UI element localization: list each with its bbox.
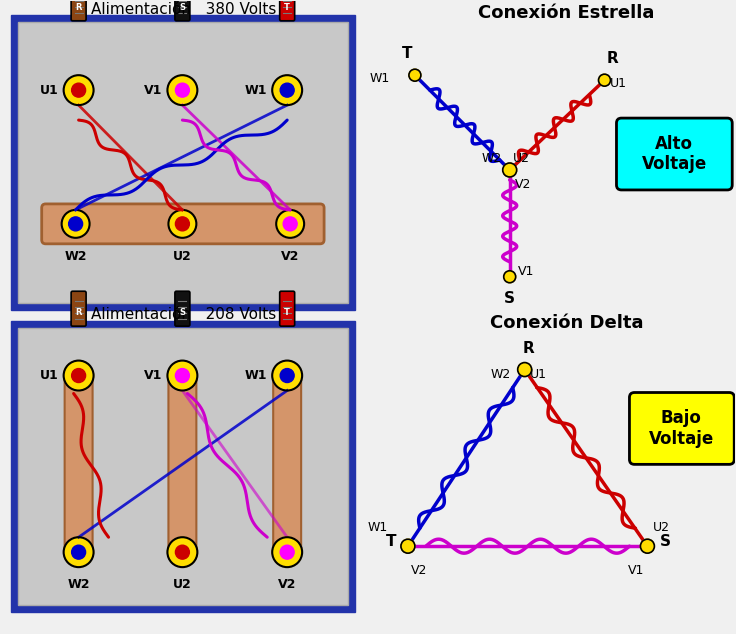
Text: T: T <box>402 46 412 61</box>
Circle shape <box>62 210 90 238</box>
Circle shape <box>272 75 302 105</box>
Text: Alimentación   380 Volts: Alimentación 380 Volts <box>91 2 276 17</box>
FancyBboxPatch shape <box>11 321 355 612</box>
Text: S: S <box>504 291 515 306</box>
Circle shape <box>280 368 294 382</box>
Circle shape <box>68 217 82 231</box>
Circle shape <box>175 217 189 231</box>
Circle shape <box>71 83 85 97</box>
Text: Bajo
Voltaje: Bajo Voltaje <box>648 409 714 448</box>
Text: U1: U1 <box>40 369 59 382</box>
Circle shape <box>409 69 421 81</box>
Text: V1: V1 <box>517 265 534 278</box>
Circle shape <box>517 363 531 377</box>
Circle shape <box>272 537 302 567</box>
FancyBboxPatch shape <box>11 15 355 309</box>
Circle shape <box>169 210 197 238</box>
FancyBboxPatch shape <box>169 375 197 557</box>
Circle shape <box>276 210 304 238</box>
Text: S: S <box>659 534 670 548</box>
Circle shape <box>71 368 85 382</box>
Circle shape <box>167 361 197 391</box>
Circle shape <box>272 361 302 391</box>
Circle shape <box>401 539 415 553</box>
Circle shape <box>503 271 516 283</box>
Text: V2: V2 <box>514 178 531 191</box>
FancyBboxPatch shape <box>175 291 190 326</box>
Circle shape <box>63 361 93 391</box>
Text: S: S <box>180 3 185 12</box>
Circle shape <box>175 545 189 559</box>
FancyBboxPatch shape <box>629 392 735 464</box>
Text: W1: W1 <box>244 369 267 382</box>
Circle shape <box>63 537 93 567</box>
FancyBboxPatch shape <box>18 328 348 605</box>
FancyBboxPatch shape <box>617 118 732 190</box>
Text: W2: W2 <box>64 250 87 263</box>
FancyBboxPatch shape <box>280 291 294 326</box>
Circle shape <box>640 539 654 553</box>
Circle shape <box>175 83 189 97</box>
Text: V2: V2 <box>278 578 297 591</box>
Text: U2: U2 <box>513 152 530 165</box>
Text: R: R <box>523 340 534 356</box>
Circle shape <box>167 537 197 567</box>
Text: U2: U2 <box>173 578 192 591</box>
Text: T: T <box>284 308 290 317</box>
Text: W1: W1 <box>244 84 267 96</box>
Text: V1: V1 <box>144 369 163 382</box>
FancyBboxPatch shape <box>273 375 301 557</box>
Text: Alto
Voltaje: Alto Voltaje <box>642 134 707 174</box>
Text: V1: V1 <box>628 564 645 577</box>
FancyBboxPatch shape <box>71 0 86 21</box>
Text: W2: W2 <box>490 368 511 381</box>
Text: U2: U2 <box>173 250 192 263</box>
Text: V2: V2 <box>281 250 300 263</box>
Circle shape <box>71 545 85 559</box>
Text: V1: V1 <box>144 84 163 96</box>
Text: R: R <box>606 51 618 66</box>
Circle shape <box>175 368 189 382</box>
Circle shape <box>598 74 610 86</box>
FancyBboxPatch shape <box>18 22 348 302</box>
Text: U1: U1 <box>530 368 547 381</box>
Text: T: T <box>386 534 396 548</box>
FancyBboxPatch shape <box>175 0 190 21</box>
FancyBboxPatch shape <box>280 0 294 21</box>
FancyBboxPatch shape <box>65 375 93 557</box>
Text: W1: W1 <box>368 521 389 534</box>
Circle shape <box>63 75 93 105</box>
Text: Conexión Delta: Conexión Delta <box>490 314 643 332</box>
Circle shape <box>283 217 297 231</box>
Circle shape <box>503 163 517 177</box>
Text: U2: U2 <box>652 521 670 534</box>
Text: W1: W1 <box>369 72 390 85</box>
Text: T: T <box>284 3 290 12</box>
Text: W2: W2 <box>481 152 502 165</box>
Circle shape <box>167 75 197 105</box>
Text: U1: U1 <box>40 84 59 96</box>
Circle shape <box>280 545 294 559</box>
Text: W2: W2 <box>68 578 90 591</box>
Text: R: R <box>75 3 82 12</box>
FancyBboxPatch shape <box>42 204 324 244</box>
Text: U1: U1 <box>609 77 626 89</box>
Text: R: R <box>75 308 82 317</box>
Text: S: S <box>180 308 185 317</box>
Text: Conexión Estrella: Conexión Estrella <box>478 4 655 22</box>
Text: Alimentación   208 Volts: Alimentación 208 Volts <box>91 307 276 322</box>
FancyBboxPatch shape <box>71 291 86 326</box>
Text: V2: V2 <box>411 564 428 577</box>
Circle shape <box>280 83 294 97</box>
